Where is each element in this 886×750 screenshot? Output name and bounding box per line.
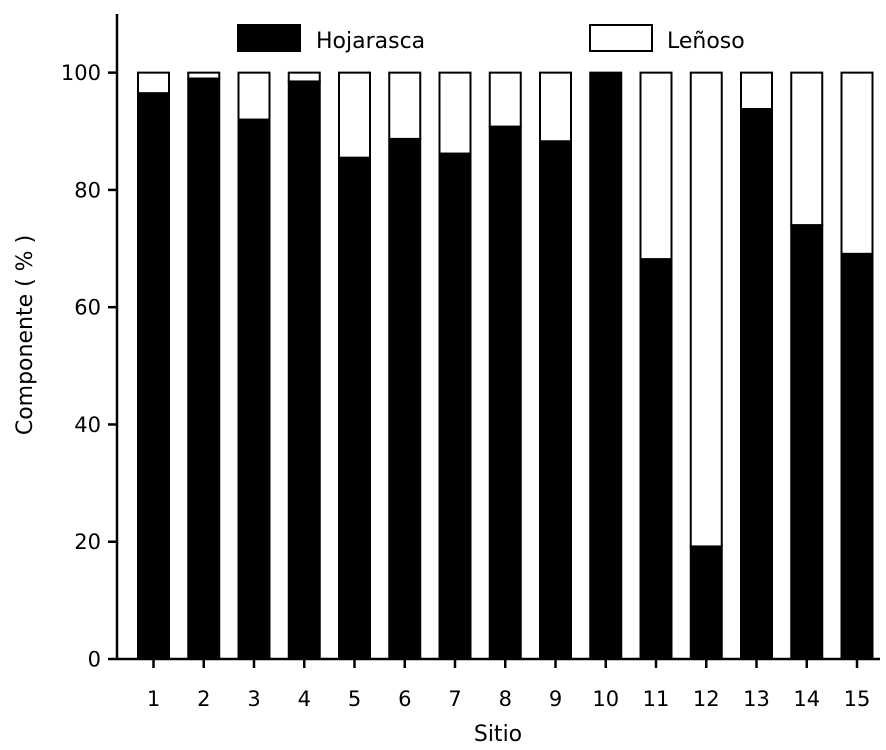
bar-hojarasca-sitio-10 [589, 71, 623, 661]
y-tick-label: 80 [74, 178, 101, 202]
bar-lenoso-sitio-8 [488, 71, 522, 128]
x-tick-label: 12 [693, 687, 720, 711]
legend-swatch-lenoso [589, 24, 653, 52]
x-axis-title: Sitio [474, 722, 522, 747]
bar-hojarasca-sitio-12 [689, 545, 723, 660]
bar-lenoso-sitio-15 [840, 71, 874, 255]
bar-lenoso-sitio-13 [740, 71, 773, 110]
x-tick-label: 13 [743, 687, 770, 711]
x-tick-label: 7 [448, 687, 461, 711]
bar-hojarasca-sitio-7 [438, 152, 472, 661]
bar-lenoso-sitio-7 [438, 71, 472, 155]
legend-label-hojarasca: Hojarasca [316, 29, 425, 54]
bar-hojarasca-sitio-15 [840, 252, 874, 660]
x-tick-label: 1 [147, 687, 160, 711]
x-tick-label: 15 [844, 687, 871, 711]
x-ticks-group: 1 2 3 4 5 6 7 8 9 10 11 12 13 14 15 [147, 659, 871, 711]
y-axis-title: Componente ( % ) [13, 235, 38, 435]
bar-hojarasca-sitio-3 [237, 118, 271, 660]
bar-lenoso-sitio-3 [237, 71, 271, 121]
y-tick-label: 60 [74, 296, 101, 320]
bar-hojarasca-sitio-4 [287, 80, 321, 660]
legend-label-lenoso: Leñoso [667, 29, 745, 54]
bar-lenoso-sitio-11 [639, 71, 673, 261]
x-tick-label: 2 [197, 687, 210, 711]
legend: Hojarasca Leñoso [237, 24, 745, 54]
y-tick-label: 40 [74, 413, 101, 437]
bar-lenoso-sitio-2 [187, 71, 221, 80]
x-tick-label: 9 [549, 687, 562, 711]
x-tick-label: 8 [499, 687, 512, 711]
legend-swatch-hojarasca [237, 24, 301, 52]
bar-hojarasca-sitio-11 [639, 258, 673, 660]
axes-group [115, 14, 880, 661]
bar-lenoso-sitio-5 [338, 71, 371, 159]
x-tick-label: 14 [793, 687, 820, 711]
bar-hojarasca-sitio-2 [187, 77, 221, 660]
x-tick-label: 3 [247, 687, 260, 711]
x-tick-label: 10 [592, 687, 619, 711]
bar-hojarasca-sitio-8 [488, 125, 522, 660]
bar-lenoso-sitio-14 [790, 71, 824, 227]
x-tick-label: 4 [298, 687, 311, 711]
bar-hojarasca-sitio-14 [790, 224, 824, 660]
bar-lenoso-sitio-12 [689, 71, 723, 548]
x-tick-label: 11 [643, 687, 670, 711]
bar-hojarasca-sitio-1 [137, 92, 170, 660]
bar-hojarasca-sitio-5 [338, 156, 371, 660]
bar-lenoso-sitio-1 [137, 71, 170, 95]
bar-hojarasca-sitio-9 [539, 140, 572, 660]
y-ticks-group: 0 20 40 60 80 100 [61, 61, 117, 672]
bar-lenoso-sitio-6 [388, 71, 422, 140]
y-tick-label: 20 [74, 530, 101, 554]
bar-hojarasca-sitio-13 [740, 107, 773, 660]
x-tick-label: 6 [398, 687, 411, 711]
y-tick-label: 0 [88, 648, 101, 672]
bar-lenoso-sitio-4 [287, 71, 321, 83]
x-tick-label: 5 [348, 687, 361, 711]
bar-lenoso-sitio-9 [539, 71, 572, 143]
bars-group [137, 71, 874, 661]
bar-hojarasca-sitio-6 [388, 137, 422, 661]
y-tick-label: 100 [61, 61, 101, 85]
